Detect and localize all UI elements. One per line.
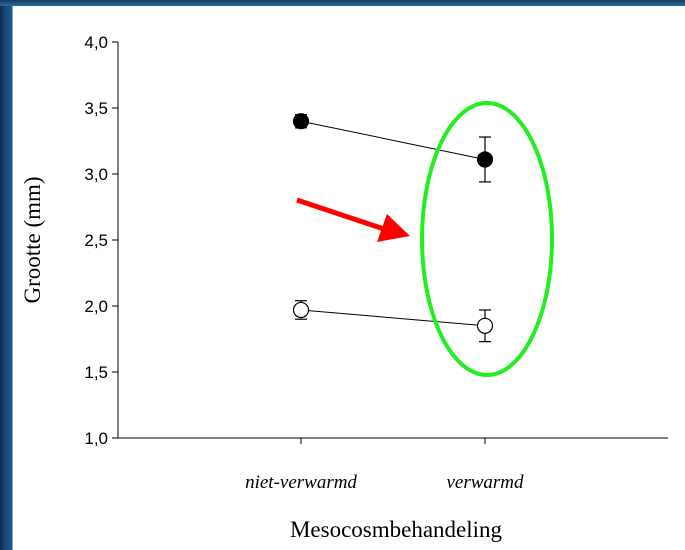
y-tick-label: 4,0: [84, 33, 108, 52]
y-tick-label: 3,5: [84, 99, 108, 118]
chart-marks: [292, 113, 494, 343]
series-line: [300, 120, 486, 160]
x-tick-label: niet-verwarmd: [245, 472, 357, 493]
data-point-filled: [476, 151, 494, 168]
axes: 1,0 1,5 2,0 2,5 3,0 3,5 4,0 niet-verwarmd verwar…: [84, 33, 668, 493]
y-tick-label: 3,0: [84, 165, 108, 184]
red-arrow-shaft: [296, 197, 385, 232]
x-tick-label: verwarmd: [446, 472, 524, 493]
slide-panel: [13, 6, 685, 550]
annotations: [296, 101, 554, 377]
y-tick-label: 1,0: [84, 429, 108, 448]
y-tick-label: 2,5: [84, 231, 108, 250]
data-point-open: [292, 301, 310, 319]
x-axis-title: Mesocosmbehandeling: [290, 517, 503, 542]
data-point-filled: [292, 113, 310, 130]
y-axis-title: Grootte (mm): [20, 176, 45, 303]
series-line: [300, 309, 486, 327]
green-ellipse: [420, 101, 554, 377]
top-border: [0, 0, 685, 6]
red-arrow-head: [377, 214, 410, 242]
y-tick-label: 2,0: [84, 297, 108, 316]
data-point-open: [476, 317, 494, 334]
y-tick-label: 1,5: [84, 363, 108, 382]
